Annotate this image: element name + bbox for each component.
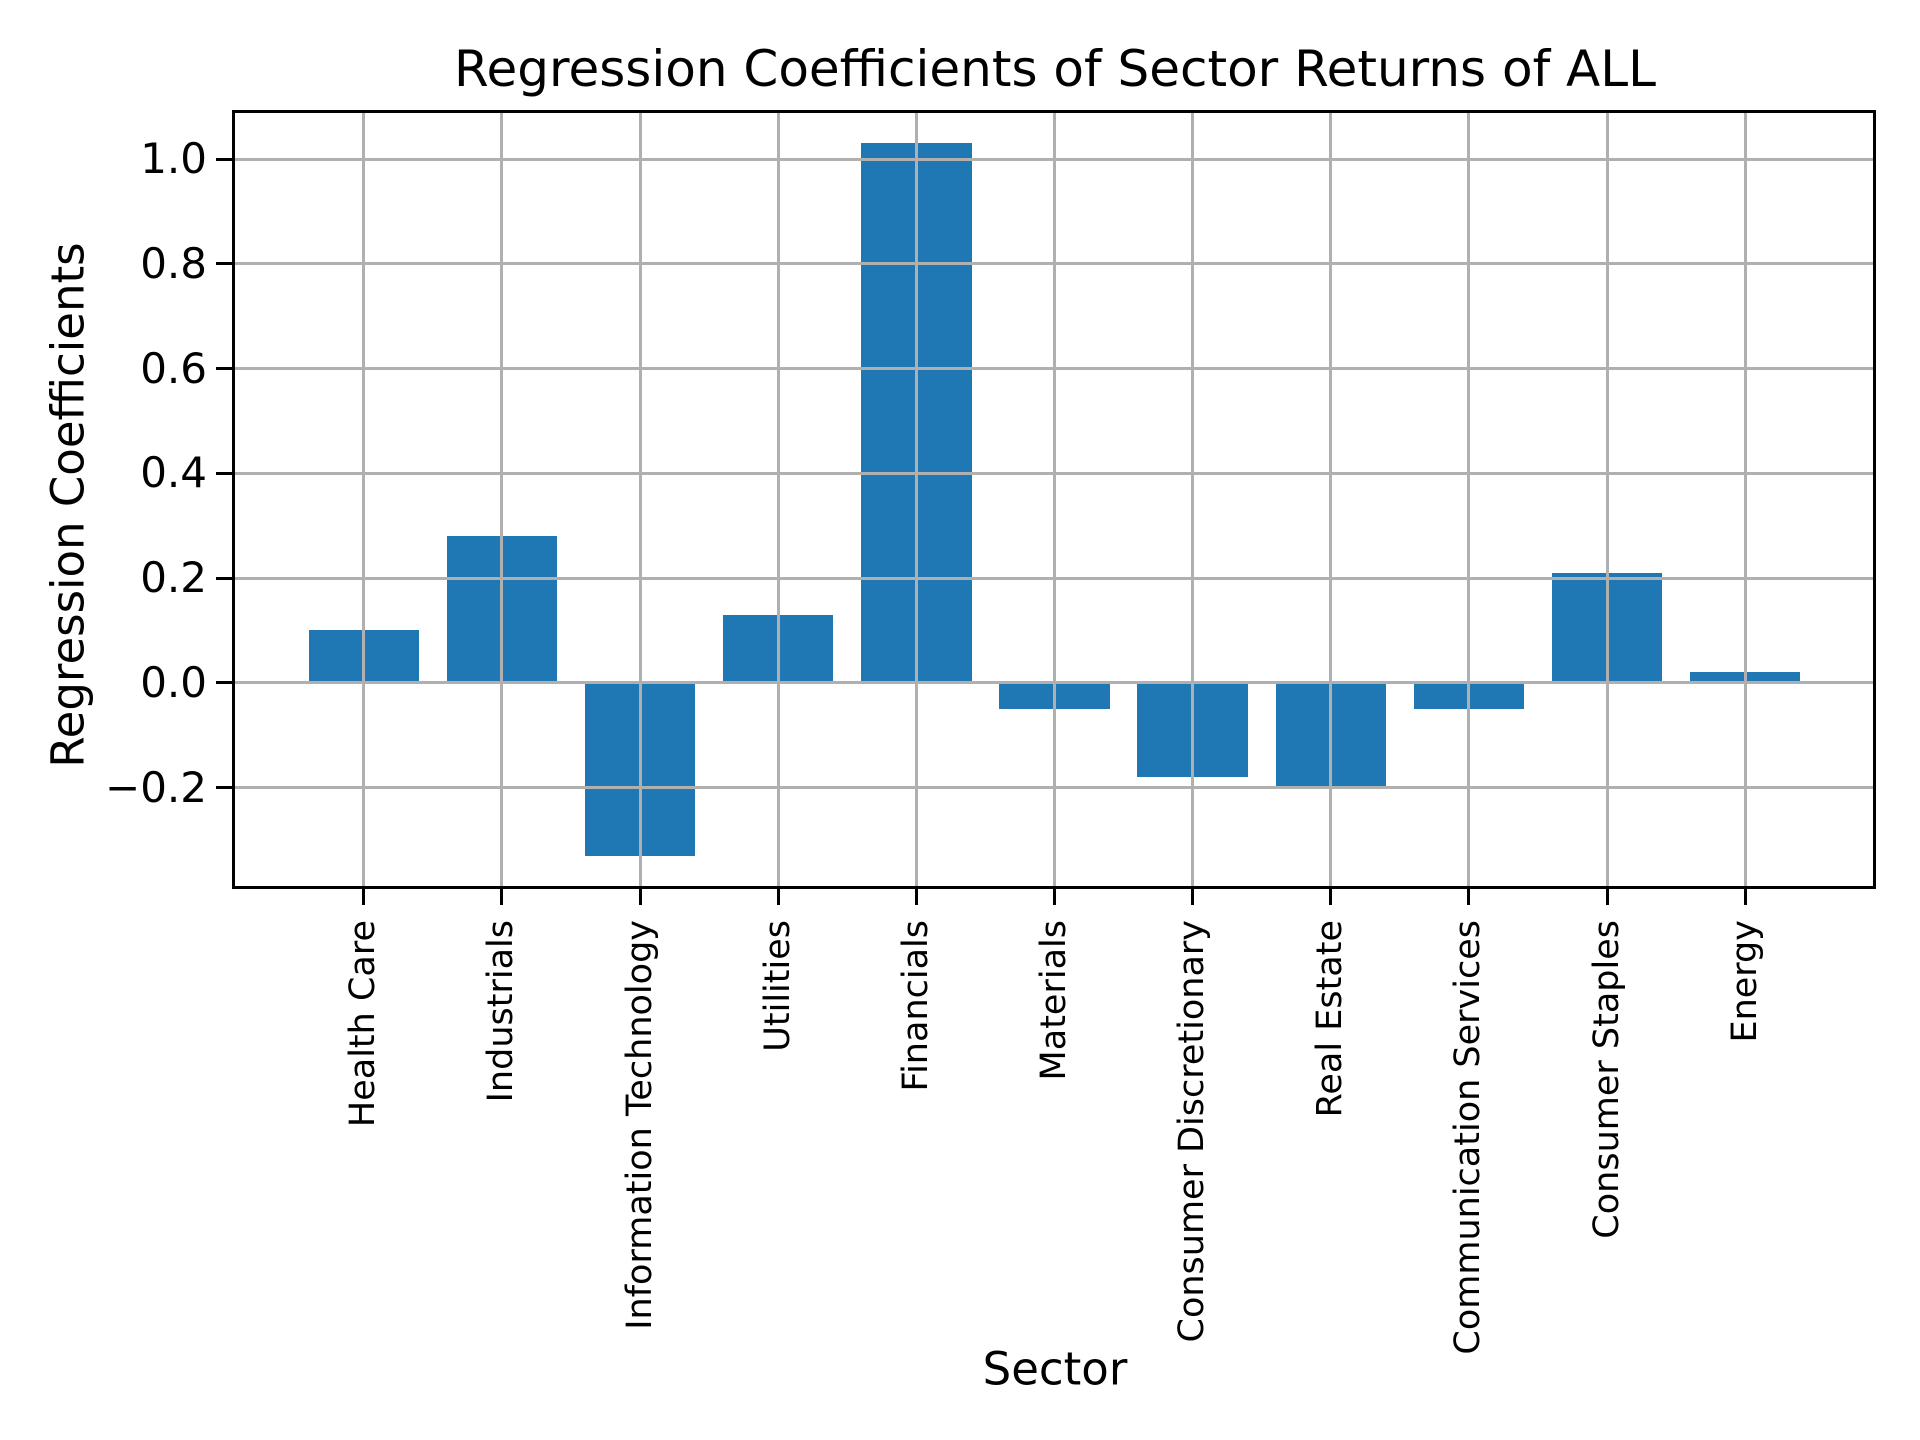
gridline-vertical — [1605, 112, 1609, 887]
x-tick-label: Consumer Discretionary — [1172, 920, 1213, 1343]
chart-title: Regression Coefficients of Sector Return… — [454, 40, 1656, 98]
y-tick — [216, 471, 233, 475]
y-tick-label: 0.4 — [140, 448, 207, 498]
y-tick — [216, 681, 233, 685]
x-tick-label: Information Technology — [619, 920, 660, 1330]
gridline-vertical — [362, 112, 366, 887]
gridline-vertical — [1743, 112, 1747, 887]
y-tick-label: 0.0 — [140, 657, 207, 707]
y-tick-label: 0.8 — [140, 238, 207, 288]
gridline-vertical — [1053, 112, 1056, 887]
y-axis-label: Regression Coefficients — [41, 242, 95, 768]
x-tick — [1605, 889, 1609, 905]
y-tick-label: 0.6 — [140, 343, 207, 393]
gridline-vertical — [1467, 112, 1471, 887]
gridline-vertical — [638, 112, 642, 887]
x-tick — [1329, 889, 1333, 905]
x-tick-label: Materials — [1034, 920, 1074, 1081]
x-axis-label: Sector — [982, 1342, 1128, 1396]
gridline-vertical — [1191, 112, 1195, 887]
gridline-vertical — [776, 112, 780, 887]
y-tick — [216, 262, 233, 266]
x-tick-label: Health Care — [343, 920, 384, 1128]
x-tick-label: Energy — [1724, 920, 1765, 1043]
axis-spine-right — [1873, 110, 1876, 889]
x-tick — [914, 889, 918, 905]
x-tick — [1467, 889, 1471, 905]
x-tick — [1743, 889, 1747, 905]
y-tick — [216, 576, 233, 580]
x-tick — [362, 889, 366, 905]
axis-spine-bottom — [232, 886, 1876, 889]
x-tick-label: Utilities — [757, 920, 798, 1052]
axis-spine-left — [232, 110, 235, 889]
x-tick — [638, 889, 642, 905]
x-tick — [1191, 889, 1195, 905]
y-tick-label: 0.2 — [140, 553, 207, 603]
x-tick — [776, 889, 780, 905]
gridline-vertical — [1329, 112, 1333, 887]
y-tick — [216, 367, 233, 371]
x-tick-label: Industrials — [481, 920, 522, 1103]
x-tick — [1053, 889, 1056, 905]
y-tick-label: −0.2 — [105, 762, 207, 812]
x-tick-label: Consumer Staples — [1586, 920, 1627, 1239]
axis-spine-top — [232, 110, 1876, 113]
gridline-vertical — [500, 112, 504, 887]
x-tick-label: Financials — [895, 920, 936, 1092]
y-tick — [216, 157, 233, 161]
gridline-vertical — [914, 112, 918, 887]
x-tick — [500, 889, 504, 905]
x-tick-label: Communication Services — [1448, 920, 1489, 1355]
y-tick-label: 1.0 — [140, 134, 207, 184]
x-tick-label: Real Estate — [1310, 920, 1351, 1118]
y-tick — [216, 786, 233, 789]
